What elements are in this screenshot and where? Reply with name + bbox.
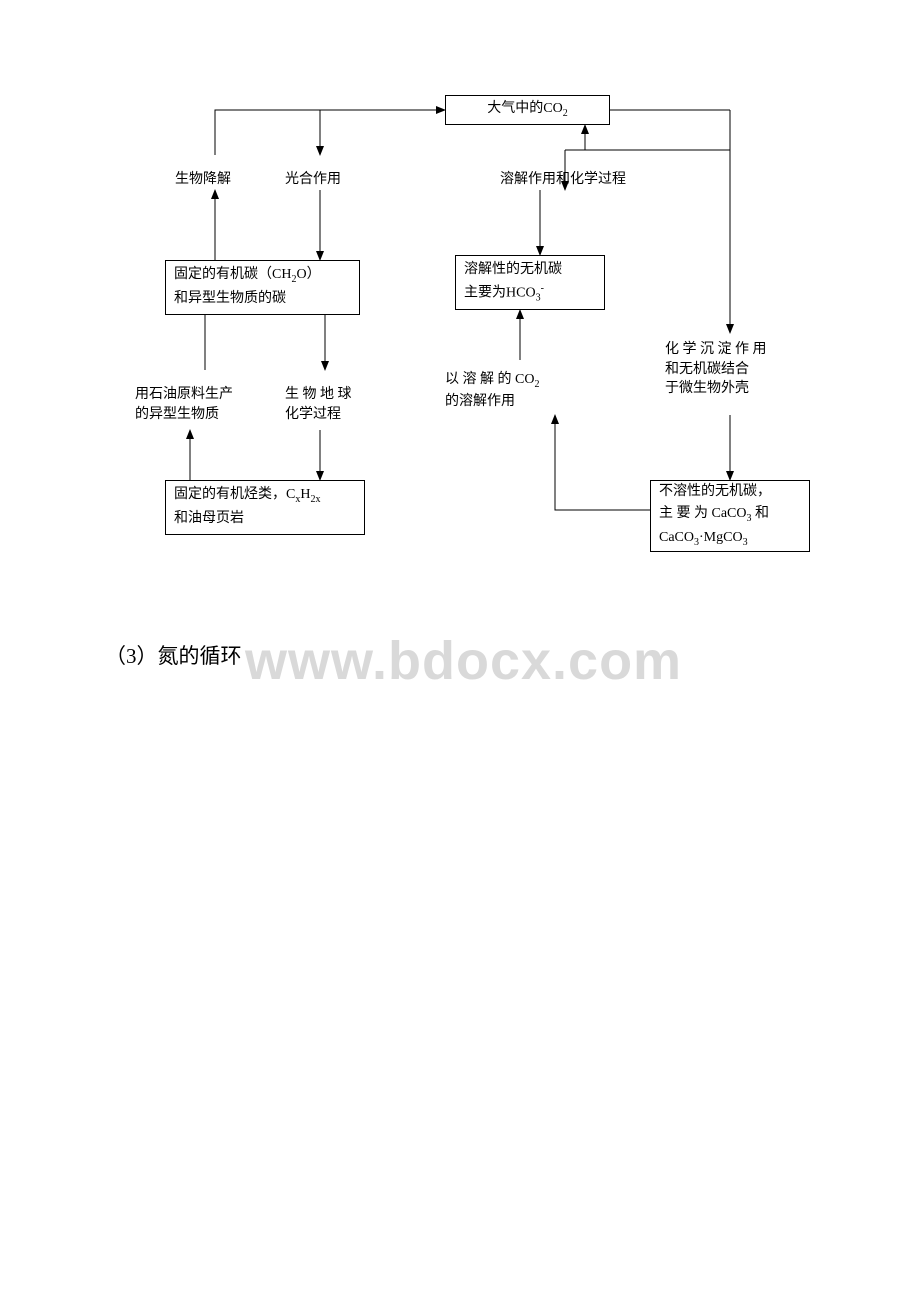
node-fixed-hydrocarbon-line2: 和油母页岩 [174, 508, 356, 530]
node-atm-co2-text: 大气中的CO2 [487, 98, 567, 122]
watermark-text: www.bdocx.com [245, 630, 682, 692]
label-dissolve-chem: 溶解作用和化学过程 [500, 170, 626, 190]
node-fixed-organic-line1: 固定的有机碳（CH2O） [174, 264, 351, 288]
section-number: （3） [105, 644, 158, 668]
node-insoluble-inorganic: 不溶性的无机碳， 主 要 为 CaCO3 和 CaCO3·MgCO3 [650, 480, 810, 552]
section-title-text: 氮的循环 [158, 644, 242, 668]
node-fixed-hydrocarbon: 固定的有机烃类，CxH2x 和油母页岩 [165, 480, 365, 535]
label-chem-precip: 化 学 沉 淀 作 用 和无机碳结合 于微生物外壳 [665, 340, 795, 399]
node-atm-co2: 大气中的CO2 [445, 95, 610, 125]
node-fixed-organic: 固定的有机碳（CH2O） 和异型生物质的碳 [165, 260, 360, 315]
label-bio-degrade: 生物降解 [175, 170, 231, 190]
label-dissolve-co2: 以 溶 解 的 CO2 的溶解作用 [445, 370, 575, 411]
node-dissolved-inorganic-line2: 主要为HCO3- [464, 281, 596, 306]
label-bio-geo: 生 物 地 球 化学过程 [285, 385, 385, 424]
node-insoluble-inorganic-line2: 主 要 为 CaCO3 和 [659, 503, 801, 527]
carbon-cycle-diagram: 大气中的CO2 固定的有机碳（CH2O） 和异型生物质的碳 溶解性的无机碳 主要… [110, 95, 830, 595]
node-insoluble-inorganic-line1: 不溶性的无机碳， [659, 481, 801, 503]
node-fixed-organic-line2: 和异型生物质的碳 [174, 288, 351, 310]
label-photosynthesis: 光合作用 [285, 170, 341, 190]
node-insoluble-inorganic-line3: CaCO3·MgCO3 [659, 527, 801, 551]
label-petroleum: 用石油原料生产 的异型生物质 [135, 385, 255, 424]
node-fixed-hydrocarbon-line1: 固定的有机烃类，CxH2x [174, 484, 356, 508]
node-dissolved-inorganic: 溶解性的无机碳 主要为HCO3- [455, 255, 605, 310]
node-dissolved-inorganic-line1: 溶解性的无机碳 [464, 259, 596, 281]
section-title: （3）氮的循环 [105, 640, 242, 670]
